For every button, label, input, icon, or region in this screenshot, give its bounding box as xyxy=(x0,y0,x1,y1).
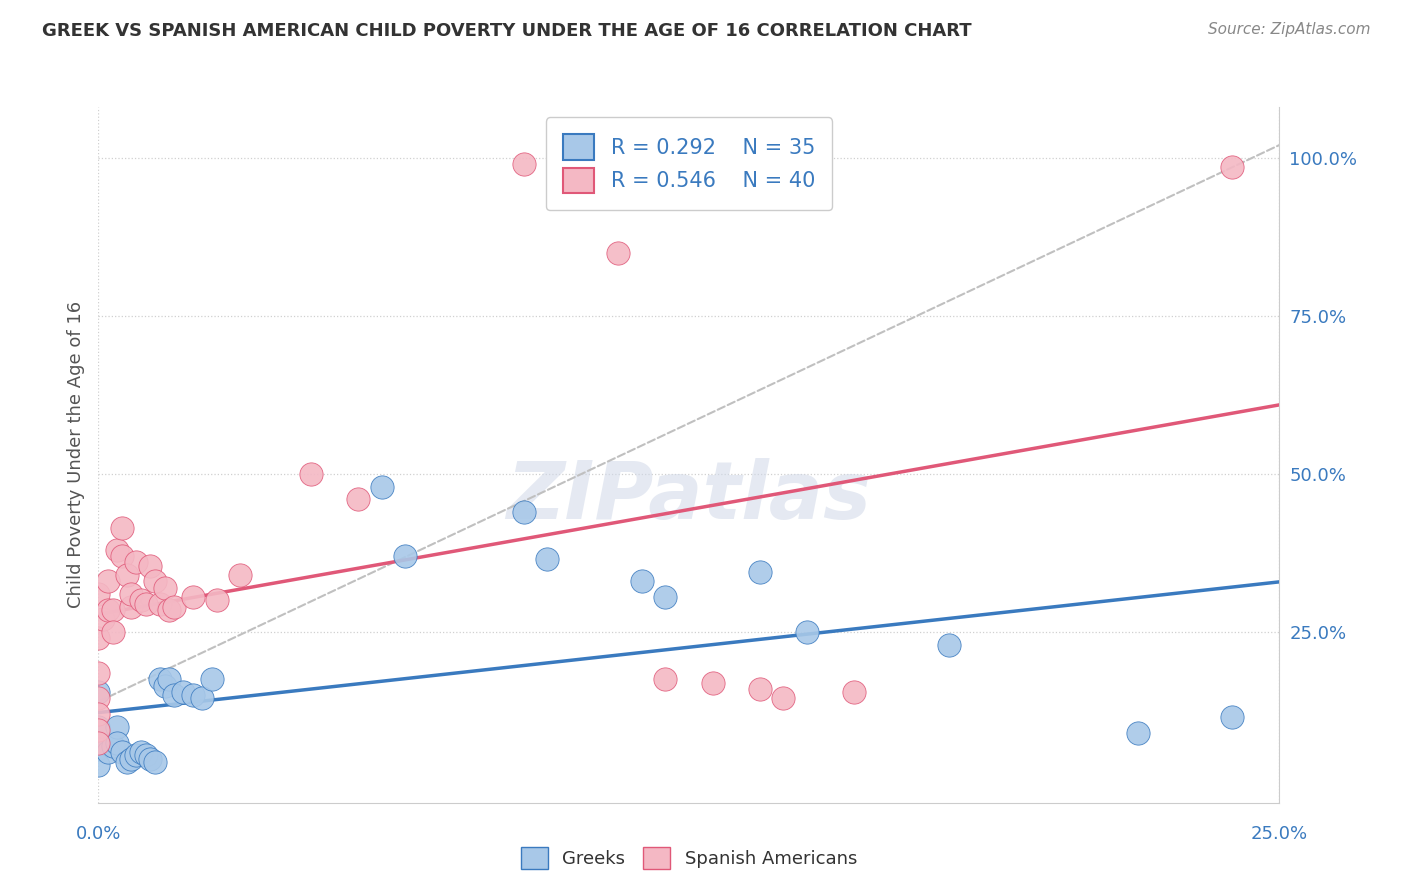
Point xyxy=(97,574,120,589)
Point xyxy=(139,558,162,573)
Point xyxy=(1220,710,1243,724)
Point xyxy=(536,552,558,566)
Point xyxy=(394,549,416,563)
Point xyxy=(87,723,110,737)
Point xyxy=(115,568,138,582)
Point xyxy=(111,745,134,759)
Point xyxy=(87,691,110,706)
Point xyxy=(654,591,676,605)
Point xyxy=(748,681,770,696)
Point xyxy=(748,565,770,579)
Point xyxy=(87,757,110,772)
Point xyxy=(512,157,534,171)
Point xyxy=(121,587,143,601)
Point xyxy=(135,748,157,763)
Point xyxy=(101,739,124,753)
Point xyxy=(299,467,322,481)
Point xyxy=(143,574,166,589)
Point xyxy=(181,591,204,605)
Point xyxy=(129,745,152,759)
Point xyxy=(371,479,394,493)
Text: GREEK VS SPANISH AMERICAN CHILD POVERTY UNDER THE AGE OF 16 CORRELATION CHART: GREEK VS SPANISH AMERICAN CHILD POVERTY … xyxy=(42,22,972,40)
Point xyxy=(181,688,204,702)
Point xyxy=(844,685,866,699)
Point xyxy=(191,691,214,706)
Point xyxy=(101,625,124,640)
Text: 25.0%: 25.0% xyxy=(1251,825,1308,843)
Point xyxy=(153,581,176,595)
Point xyxy=(87,720,110,734)
Point xyxy=(111,549,134,563)
Point xyxy=(87,685,110,699)
Point xyxy=(87,742,110,756)
Point xyxy=(1126,726,1149,740)
Point xyxy=(143,755,166,769)
Point xyxy=(135,597,157,611)
Point xyxy=(796,625,818,640)
Text: ZIPatlas: ZIPatlas xyxy=(506,458,872,536)
Point xyxy=(229,568,252,582)
Point xyxy=(163,599,186,614)
Point xyxy=(201,673,224,687)
Point xyxy=(149,597,172,611)
Point xyxy=(172,685,194,699)
Point xyxy=(125,556,148,570)
Point xyxy=(772,691,794,706)
Point xyxy=(702,675,724,690)
Point xyxy=(205,593,228,607)
Point xyxy=(149,673,172,687)
Point xyxy=(607,245,630,260)
Point xyxy=(129,593,152,607)
Point xyxy=(125,748,148,763)
Point xyxy=(87,707,110,722)
Point xyxy=(91,612,114,626)
Point xyxy=(97,603,120,617)
Point xyxy=(97,745,120,759)
Point xyxy=(87,666,110,681)
Point xyxy=(630,574,652,589)
Text: Source: ZipAtlas.com: Source: ZipAtlas.com xyxy=(1208,22,1371,37)
Text: 0.0%: 0.0% xyxy=(76,825,121,843)
Point xyxy=(163,688,186,702)
Legend: R = 0.292    N = 35, R = 0.546    N = 40: R = 0.292 N = 35, R = 0.546 N = 40 xyxy=(546,118,832,210)
Point xyxy=(153,679,176,693)
Point xyxy=(347,492,370,507)
Point xyxy=(654,673,676,687)
Point xyxy=(87,587,110,601)
Point xyxy=(157,673,180,687)
Point xyxy=(105,736,128,750)
Point xyxy=(115,755,138,769)
Legend: Greeks, Spanish Americans: Greeks, Spanish Americans xyxy=(512,838,866,879)
Point xyxy=(111,521,134,535)
Point xyxy=(512,505,534,519)
Point xyxy=(139,751,162,765)
Point xyxy=(1220,160,1243,174)
Point xyxy=(157,603,180,617)
Point xyxy=(87,736,110,750)
Point xyxy=(938,638,960,652)
Point xyxy=(121,599,143,614)
Point xyxy=(105,542,128,557)
Point xyxy=(105,720,128,734)
Y-axis label: Child Poverty Under the Age of 16: Child Poverty Under the Age of 16 xyxy=(66,301,84,608)
Point xyxy=(121,751,143,765)
Point xyxy=(101,603,124,617)
Point xyxy=(87,632,110,646)
